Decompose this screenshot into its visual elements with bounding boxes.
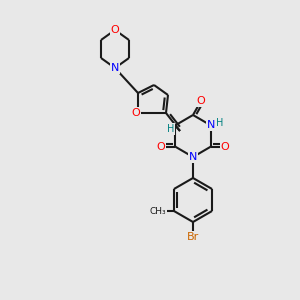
Text: O: O [157,142,165,152]
Text: CH₃: CH₃ [150,206,166,215]
Text: N: N [189,152,197,162]
Text: O: O [220,142,230,152]
Text: Br: Br [187,232,199,242]
Text: H: H [216,118,224,128]
Text: O: O [196,96,206,106]
Text: N: N [111,63,119,73]
Text: O: O [111,25,119,35]
Text: H: H [167,124,175,134]
Text: O: O [132,108,140,118]
Text: N: N [207,121,215,130]
